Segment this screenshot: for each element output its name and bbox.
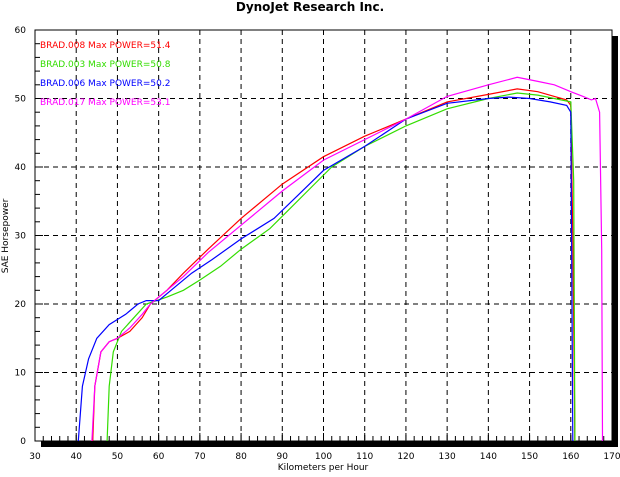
series-line-brad-003: [106, 92, 576, 442]
y-tick-label: 0: [20, 437, 26, 447]
y-tick-label: 50: [15, 95, 27, 105]
y-tick-label: 60: [15, 26, 27, 36]
series-line-brad-017: [91, 76, 604, 442]
x-axis-label: Kilometers per Hour: [278, 463, 369, 473]
series-lines: [77, 76, 604, 442]
legend-entry: BRAD.003 Max POWER=50.8: [40, 60, 171, 70]
x-tick-label: 60: [153, 452, 165, 462]
x-tick-label: 50: [112, 452, 124, 462]
x-tick-label: 40: [70, 452, 82, 462]
x-tick-label: 170: [603, 452, 620, 462]
axis-ticks: 30 40 50 60 70 80 90 100 110 120 130 140 150 160 170 0 1…: [15, 26, 620, 462]
x-tick-label: 90: [277, 452, 289, 462]
x-tick-label: 100: [315, 452, 332, 462]
grid: [35, 30, 612, 441]
x-tick-label: 120: [397, 452, 414, 462]
x-tick-label: 130: [439, 452, 456, 462]
chart-title: DynoJet Research Inc.: [236, 0, 384, 14]
x-tick-label: 30: [29, 452, 41, 462]
x-tick-label: 150: [521, 452, 538, 462]
legend-entry: BRAD.008 Max POWER=51.4: [40, 41, 171, 51]
x-tick-label: 80: [235, 452, 247, 462]
x-tick-label: 110: [356, 452, 373, 462]
y-tick-label: 10: [15, 369, 27, 379]
y-tick-label: 40: [15, 163, 27, 173]
y-tick-label: 30: [15, 232, 27, 242]
y-axis-label: SAE Horsepower: [1, 198, 11, 273]
x-tick-label: 140: [480, 452, 497, 462]
x-tick-label: 70: [194, 452, 206, 462]
legend: BRAD.008 Max POWER=51.4 BRAD.003 Max POWE…: [40, 41, 171, 108]
series-line-brad-006: [77, 96, 574, 442]
legend-entry: BRAD.017 Max POWER=53.1: [40, 98, 170, 108]
y-tick-label: 20: [15, 300, 27, 310]
x-tick-label: 160: [562, 452, 579, 462]
legend-entry: BRAD.006 Max POWER=50.2: [40, 79, 170, 89]
